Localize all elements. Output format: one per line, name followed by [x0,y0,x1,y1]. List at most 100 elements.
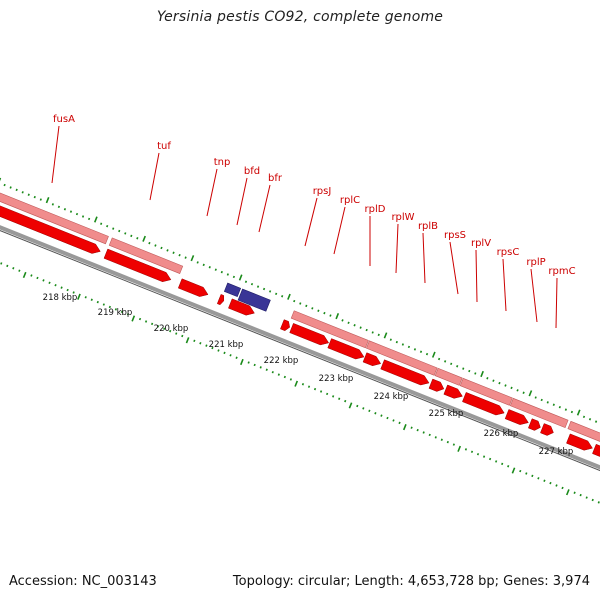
outer-tick [329,314,332,317]
cds-arrow[interactable] [380,359,430,386]
cds-arrow[interactable] [0,191,101,254]
inner-tick [126,312,130,316]
outer-tick [576,409,581,416]
gene-label-rplw[interactable]: rplW [391,212,414,223]
cds-light-band[interactable] [459,377,513,406]
cds-light-band[interactable] [108,237,184,274]
gene-label-rplv[interactable]: rplV [471,238,491,249]
cds-arrow[interactable] [289,323,330,346]
gene-label-rplp[interactable]: rplP [526,257,545,268]
outer-tick [148,241,151,245]
other-feature[interactable] [237,288,271,312]
inner-tick [362,407,365,410]
cds-arrow[interactable] [103,248,172,282]
inner-tick [283,375,286,379]
outer-tick [281,295,284,298]
scale-label: 225 kbp [429,409,464,419]
outer-tick [317,309,320,312]
outer-tick [51,203,54,206]
leader-line [502,258,507,312]
gene-label-tnp[interactable]: tnp [214,157,231,168]
cds-arrow[interactable] [228,298,255,316]
gene-label-bfr[interactable]: bfr [268,173,283,184]
inner-tick [229,354,232,357]
gene-label-fusa[interactable]: fusA [53,114,75,125]
gene-label-rplb[interactable]: rplB [418,221,438,232]
inner-tick [193,339,196,343]
cds-light-band[interactable] [434,367,463,386]
outer-tick [492,379,495,382]
inner-tick [199,341,202,345]
leader-line [555,277,558,329]
gene-label-rpmc[interactable]: rpmC [548,266,575,277]
cds-arrow[interactable] [443,384,463,399]
outer-tick [293,299,296,303]
outer-tick [486,377,489,380]
cds-arrow[interactable] [216,294,225,306]
gene-label-rpsj[interactable]: rpsJ [313,186,332,197]
outer-tick [178,253,181,257]
inner-tick [138,317,142,321]
cds-light-band[interactable] [290,310,369,349]
cds-light-band[interactable] [0,180,109,245]
gene-label-rpld[interactable]: rplD [365,204,386,215]
cds-light-band[interactable] [509,397,569,428]
cds-arrow[interactable] [462,392,505,416]
outer-tick [468,369,471,373]
outer-tick [3,183,6,187]
inner-tick [561,486,564,490]
outer-tick [154,244,157,247]
outer-tick [184,256,187,259]
outer-tick [142,235,146,242]
gene-label-rpsc[interactable]: rpsC [497,247,520,258]
scale-label: 227 kbp [539,447,574,457]
outer-tick [15,188,18,192]
inner-tick [537,477,540,480]
cds-arrow[interactable] [592,443,600,468]
outer-tick [413,348,417,351]
outer-tick [419,350,423,353]
outer-tick [552,403,555,407]
cds-arrow[interactable] [528,418,541,431]
outer-tick [256,285,260,288]
scale-label: 218 kbp [43,293,78,303]
cds-arrow[interactable] [428,378,445,392]
cds-arrow[interactable] [362,352,382,367]
gene-label-rpss[interactable]: rpsS [444,230,466,241]
outer-tick [335,313,340,320]
inner-tick [96,300,99,304]
other-feature[interactable] [223,282,242,298]
outer-tick [232,275,236,279]
outer-tick [546,401,549,404]
cds-arrow[interactable] [327,338,365,360]
inner-tick [271,370,274,374]
inner-tick [356,404,359,408]
cds-arrow[interactable] [504,409,529,425]
cds-arrow[interactable] [280,319,290,331]
leader-line [258,184,271,233]
gene-label-bfd[interactable]: bfd [244,166,260,177]
inner-tick [307,385,311,388]
inner-tick [205,344,208,347]
map-title: Yersinia pestis CO92, complete genome [156,9,444,25]
cds-arrow[interactable] [566,433,593,451]
inner-tick [22,271,27,279]
gene-label-tuf[interactable]: tuf [157,141,171,152]
gene-label-rplc[interactable]: rplC [340,195,360,206]
outer-tick [474,372,477,375]
outer-tick [347,321,350,325]
cds-arrow[interactable] [540,423,554,436]
inner-tick [470,450,474,454]
inner-tick [398,421,401,425]
cds-light-band[interactable] [567,420,600,458]
outer-tick [528,390,533,397]
outer-tick [570,410,574,414]
inner-tick [120,310,124,314]
cds-light-band[interactable] [365,340,438,376]
outer-tick [558,405,561,409]
inner-tick [511,467,516,474]
leader-line [530,268,538,323]
cds-arrow[interactable] [177,278,209,297]
inner-tick [259,366,262,369]
